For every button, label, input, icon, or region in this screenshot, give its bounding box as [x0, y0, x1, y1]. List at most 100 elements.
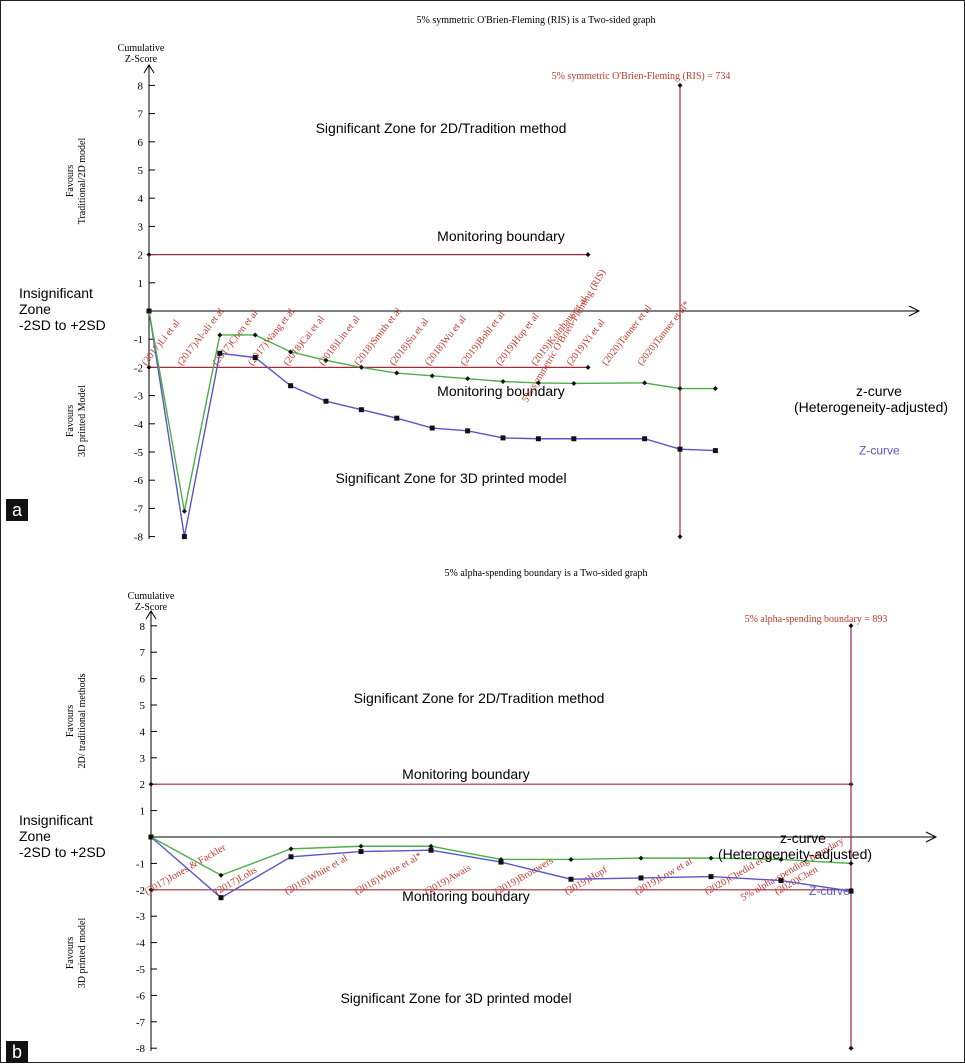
panel-b-y-axis-label-line-2: Z-Score — [135, 602, 168, 613]
panel-a-z-curve-point — [252, 355, 258, 361]
panel-a-z-curve-point — [217, 350, 223, 356]
panel-a-heterogeneity-curve-point — [535, 380, 541, 386]
panel-a-favours-top-label-line-1: Favours — [65, 165, 76, 197]
panel-b-heterogeneity-curve-point — [358, 843, 364, 849]
panel-a-z-curve-point — [642, 436, 648, 442]
panel-a-heterogeneity-curve-label-line-1: z-curve — [856, 383, 902, 399]
panel-a-y-tick-label: 3 — [138, 221, 144, 233]
panel-b-z-curve-point — [778, 878, 784, 884]
panel-a-heterogeneity-curve-label-line-2: (Heterogeneity-adjusted) — [794, 399, 948, 415]
panel-b-z-curve-label: Z-curve — [809, 884, 850, 898]
panel-b-z-curve-point — [708, 874, 714, 880]
panel-a-y-tick-label: 1 — [138, 278, 144, 290]
panel-b-category-label: (2018)White et al — [283, 853, 350, 898]
panel-b-insignificant-zone-label-line-2: Zone — [19, 828, 51, 844]
panel-b-y-axis-arrow — [145, 610, 157, 620]
panel-a-insignificant-zone-label-line-2: Zone — [19, 301, 51, 317]
panel-a-series-heterogeneity-curve-line — [148, 310, 716, 512]
panel-b-y-tick-label: 8 — [140, 621, 146, 633]
panel-a-insignificant-zone-label-line-1: Insignificant — [19, 285, 93, 301]
panel-b-heterogeneity-curve-point — [848, 860, 854, 866]
panel-a-y-tick-label: -4 — [134, 419, 144, 431]
panel-b-heterogeneity-curve-point — [778, 856, 784, 862]
panel-a-z-curve-point — [394, 415, 400, 421]
panel-a-heterogeneity-curve-point — [394, 370, 400, 376]
panel-a-series-z-curve-line — [148, 310, 716, 537]
panel-a-title: 5% symmetric O'Brien-Fleming (RIS) is a … — [417, 15, 656, 26]
panel-b-ris-marker-top — [848, 623, 854, 629]
panel-a-ris-marker-bottom — [677, 534, 683, 540]
panel-b-z-curve-point — [568, 876, 574, 882]
panel-a-z-curve-point — [535, 436, 541, 442]
panel-b-favours-bottom-label-line-1: Favours — [65, 937, 76, 969]
panel-b-heterogeneity-curve-label-line-2: (Heterogeneity-adjusted) — [718, 846, 872, 862]
panel-a-heterogeneity-curve-point — [500, 379, 506, 384]
panel-b-y-tick-label: -5 — [136, 964, 146, 976]
panel-a-heterogeneity-curve-point — [252, 332, 258, 338]
panel-b-heterogeneity-curve-point — [218, 872, 224, 878]
panel-a-favours-bottom-label-line-1: Favours — [65, 405, 76, 437]
panel-a-y-tick-label: -7 — [134, 503, 144, 515]
panel-b-z-curve-point — [848, 888, 854, 894]
panel-a-y-tick-label: 7 — [138, 109, 144, 121]
panel-a-y-axis-arrow — [143, 64, 155, 74]
panel-a-y-axis-label-line-2: Z-Score — [125, 54, 158, 65]
panel-b-insignificant-zone-label-line-1: Insignificant — [19, 812, 93, 828]
panel-a-y-tick-label: 8 — [138, 80, 144, 92]
panel-b-heterogeneity-curve-point — [428, 843, 434, 849]
panel-a-x-axis-arrow — [908, 305, 921, 317]
panel-a-z-curve-point — [712, 448, 718, 454]
panel-a-insignificant-zone-label-line-3: -2SD to +2SD — [19, 317, 106, 333]
panel-a-z-curve-point — [181, 534, 187, 540]
panel-b-favours-top-label-line-2: 2D/ traditional methods — [77, 673, 88, 768]
panel-a-y-tick-label: -3 — [134, 391, 144, 403]
panel-b-y-tick-label: 6 — [140, 674, 146, 686]
panel-b-z-curve-point — [358, 849, 364, 855]
panel-a-heterogeneity-curve-point — [217, 332, 223, 338]
panel-a-z-curve-label: Z-curve — [859, 444, 900, 458]
panel-a-y-tick-label: 6 — [138, 137, 144, 149]
panel-a-boundary-marker — [585, 252, 591, 258]
panel-a-y-tick-label: -2 — [134, 362, 143, 374]
panel-b-heterogeneity-curve-point — [568, 856, 574, 862]
panel-a-heterogeneity-curve-point — [465, 376, 471, 382]
panel-a-z-curve-point — [288, 383, 294, 389]
panel-a-heterogeneity-curve-point — [181, 508, 187, 514]
panel-b-ris-marker-bottom — [848, 1045, 854, 1051]
panel-b-y-tick-label: 4 — [140, 726, 146, 738]
panel-b-favours-top-label-line-1: Favours — [65, 705, 76, 737]
panel-b-heterogeneity-curve-point — [148, 834, 154, 840]
panel-b-boundary-marker — [148, 887, 154, 893]
panel-b-ris-label: 5% alpha-spending boundary = 893 — [745, 614, 888, 625]
panel-a-heterogeneity-curve-point — [429, 373, 435, 379]
panel-a-y-tick-label: 5 — [138, 165, 144, 177]
panel-b-y-tick-label: -3 — [136, 911, 146, 923]
panel-b-y-tick-label: 2 — [140, 779, 146, 791]
panel-a-boundary-marker — [585, 364, 591, 370]
panel-b-y-tick-label: -2 — [136, 885, 145, 897]
panel-b-y-tick-label: 1 — [140, 806, 146, 818]
panel-b-favours-bottom-label-line-2: 3D printed model — [77, 918, 88, 989]
panel-b-y-tick-label: -1 — [136, 858, 145, 870]
panel-b-z-curve-point — [498, 859, 504, 865]
panel-b-y-tick-label: 5 — [140, 700, 146, 712]
panel-a-y-tick-label: -1 — [134, 334, 143, 346]
panel-a-z-curve-point — [323, 398, 329, 404]
panel-b-heterogeneity-curve-point — [288, 846, 294, 852]
panel-b-y-tick-label: -8 — [136, 1043, 146, 1055]
panel-b-z-curve-point — [218, 895, 224, 901]
panel-a-y-axis-label-line-1: Cumulative — [118, 43, 165, 54]
panel-a-y-tick-label: 2 — [138, 250, 144, 262]
panel-a-monitoring-boundary-label-bottom: Monitoring boundary — [437, 383, 565, 399]
panel-b-monitoring-boundary-label-top: Monitoring boundary — [402, 766, 530, 782]
panel-b-insignificant-zone-label-line-3: -2SD to +2SD — [19, 844, 106, 860]
panel-a-heterogeneity-curve-point — [677, 386, 683, 392]
panel-a-z-curve-point — [465, 428, 471, 434]
panel-b-title: 5% alpha-spending boundary is a Two-side… — [445, 568, 648, 579]
panel-b-x-axis-arrow — [925, 831, 938, 843]
panel-a-heterogeneity-curve-point — [323, 357, 329, 363]
panel-b-heterogeneity-curve-label-line-1: z-curve — [780, 830, 826, 846]
panel-b-z-curve-point — [638, 875, 644, 881]
